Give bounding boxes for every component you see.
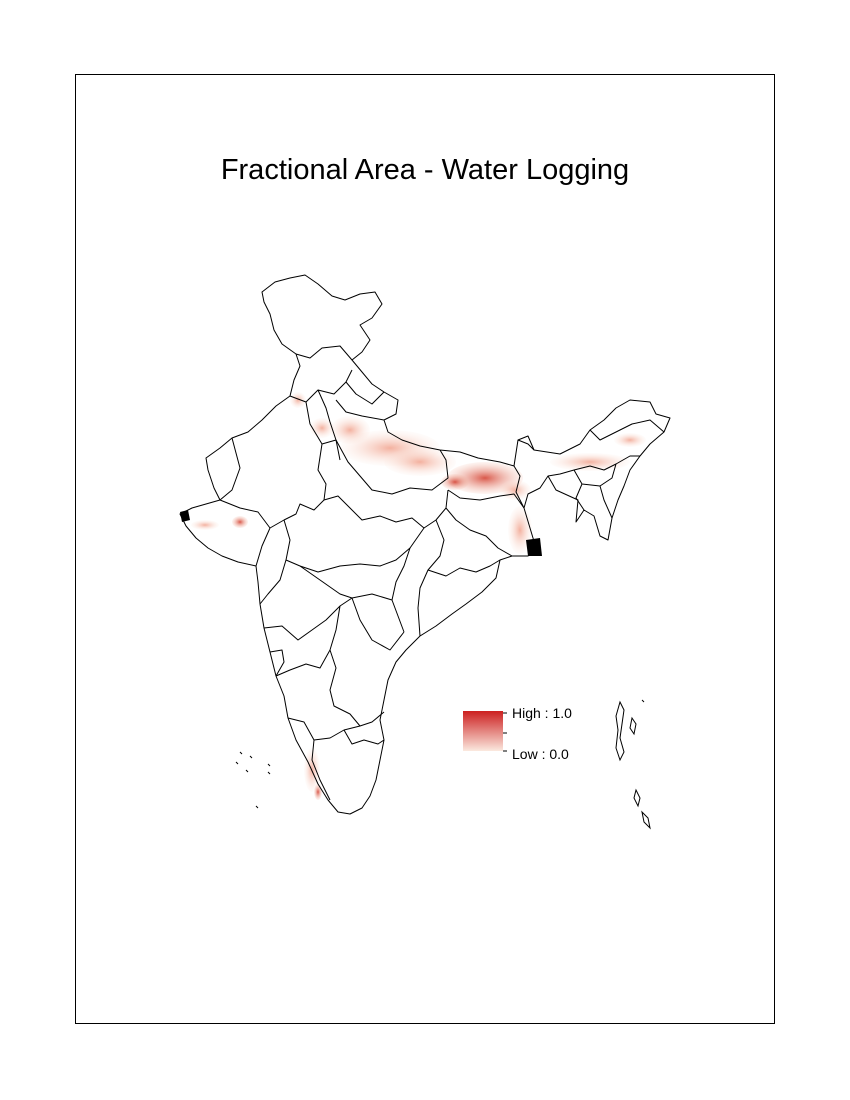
legend-color-ramp (463, 711, 503, 751)
map-frame (75, 74, 775, 1024)
india-outline (179, 274, 671, 815)
state-boundaries (179, 274, 671, 815)
coastal-features (180, 510, 542, 556)
map-title: Fractional Area - Water Logging (220, 154, 630, 186)
legend-low-label: Low : 0.0 (512, 746, 569, 762)
islands (235, 699, 651, 830)
legend-high-label: High : 1.0 (512, 705, 572, 721)
